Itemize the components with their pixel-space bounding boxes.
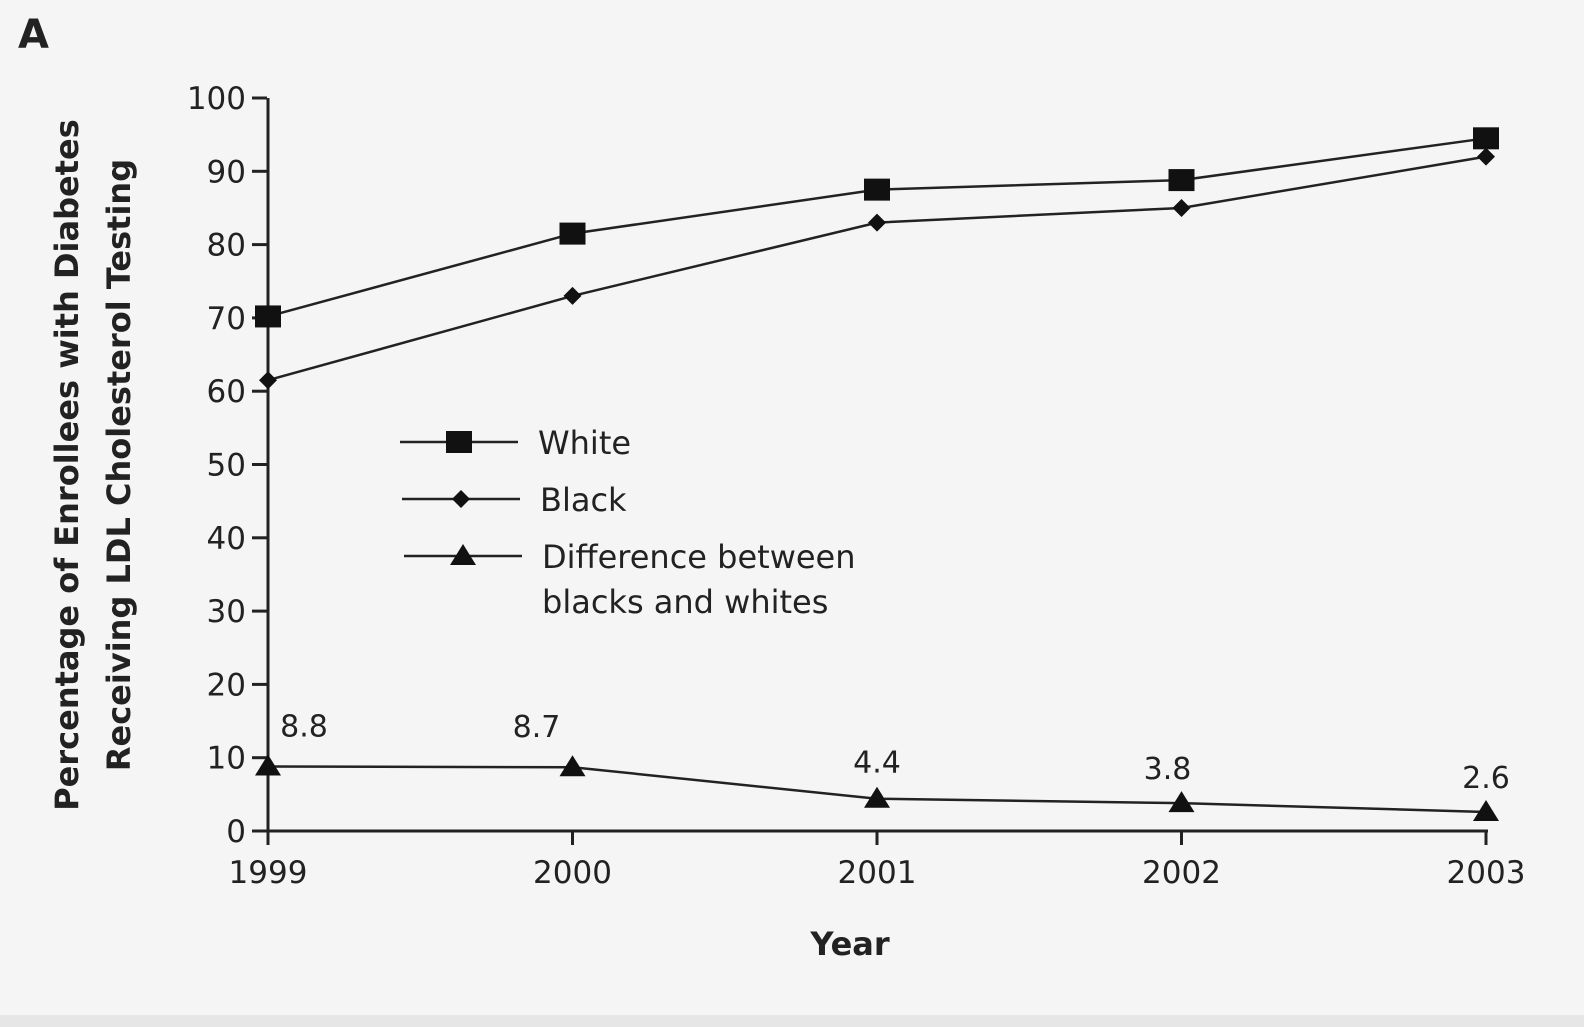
data-label: 8.8 bbox=[280, 709, 328, 744]
y-axis-title: Percentage of Enrollees with Diabetes Re… bbox=[48, 119, 138, 811]
legend-label: White bbox=[538, 424, 631, 462]
legend-item-white: White bbox=[400, 424, 631, 462]
legend-item-difference: Difference between blacks and whites bbox=[404, 538, 856, 621]
y-tick-label: 80 bbox=[207, 228, 246, 264]
legend-label: Black bbox=[540, 481, 627, 519]
x-tick-label: 2000 bbox=[533, 855, 612, 891]
y-tick-label: 70 bbox=[207, 301, 246, 337]
data-label: 3.8 bbox=[1144, 752, 1192, 787]
y-tick-label: 10 bbox=[207, 741, 246, 777]
x-tick-label: 1999 bbox=[229, 855, 308, 891]
y-axis-title-line-1: Percentage of Enrollees with Diabetes bbox=[48, 119, 86, 811]
legend-item-black: Black bbox=[402, 481, 627, 519]
data-point-square bbox=[864, 178, 890, 201]
data-point-square bbox=[559, 222, 586, 245]
legend-label: Difference between bbox=[542, 538, 856, 576]
data-point-square bbox=[1473, 127, 1499, 150]
data-point-diamond bbox=[868, 213, 886, 232]
legend-label: blacks and whites bbox=[542, 583, 828, 621]
y-tick-label: 60 bbox=[207, 374, 246, 410]
data-label: 8.7 bbox=[513, 710, 561, 745]
data-point-square bbox=[1168, 169, 1195, 192]
data-point-square bbox=[255, 305, 281, 328]
data-point-diamond bbox=[259, 371, 277, 390]
data-point-diamond bbox=[1172, 198, 1191, 217]
data-point-triangle bbox=[1168, 791, 1195, 813]
y-axis-title-line-2: Receiving LDL Cholesterol Testing bbox=[100, 159, 138, 771]
series-2: 8.8 8.7 4.4 3.8 2.6 bbox=[255, 709, 1510, 821]
legend: White Black Difference between blacks and w… bbox=[400, 424, 856, 621]
y-tick-label: 100 bbox=[187, 81, 246, 117]
series-group: 8.8 8.7 4.4 3.8 2.6 bbox=[255, 127, 1510, 821]
y-tick-label: 20 bbox=[207, 667, 246, 703]
x-tick-label: 2003 bbox=[1447, 855, 1526, 891]
data-label: 2.6 bbox=[1462, 761, 1510, 796]
data-point-diamond bbox=[1477, 147, 1495, 166]
x-tick-label: 2002 bbox=[1142, 855, 1221, 891]
data-point-triangle bbox=[559, 755, 586, 777]
series-1 bbox=[259, 147, 1495, 390]
data-label: 4.4 bbox=[853, 746, 901, 781]
y-tick-label: 0 bbox=[226, 814, 246, 850]
data-point-diamond bbox=[563, 286, 582, 305]
y-tick-label: 90 bbox=[207, 154, 246, 190]
y-tick-label: 40 bbox=[207, 521, 246, 557]
data-point-triangle bbox=[864, 786, 890, 808]
y-tick-label: 30 bbox=[207, 594, 246, 630]
y-tick-label: 50 bbox=[207, 448, 246, 484]
bottom-strip bbox=[0, 1015, 1584, 1027]
data-point-triangle bbox=[1473, 799, 1499, 821]
legend-marker-diamond bbox=[452, 490, 470, 508]
series-0 bbox=[255, 127, 1499, 328]
panel-label: A bbox=[18, 12, 49, 58]
x-tick-label: 2001 bbox=[838, 855, 917, 891]
legend-marker-triangle bbox=[450, 544, 476, 565]
axes: 0 10 20 30 40 50 60 70 80 90 100 1999 2000 2001 2002 20… bbox=[187, 81, 1526, 891]
x-axis-title: Year bbox=[809, 925, 890, 963]
legend-marker-square bbox=[446, 431, 472, 453]
data-point-triangle bbox=[255, 754, 281, 776]
